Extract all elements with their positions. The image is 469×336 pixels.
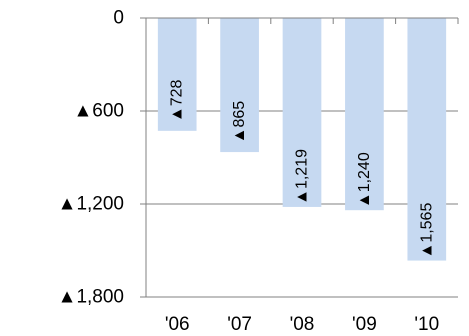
- bar: [345, 18, 384, 211]
- x-tick-label: '10: [414, 314, 439, 335]
- x-tick-label: '08: [290, 314, 315, 335]
- y-tick-label: ▲600: [73, 101, 124, 122]
- data-label: ▲1,240: [356, 152, 373, 208]
- bar: [407, 18, 447, 261]
- x-tick-label: '06: [165, 314, 190, 335]
- y-tick-label: ▲1,200: [58, 194, 124, 215]
- data-label: ▲1,219: [294, 149, 311, 205]
- y-tick-labels: 0 ▲600 ▲1,200 ▲1,800: [58, 8, 124, 308]
- bar: [282, 18, 322, 207]
- x-tick-labels: '06 '07 '08 '09 '10: [165, 314, 439, 335]
- x-tick-label: '07: [227, 314, 252, 335]
- bar: [157, 18, 197, 131]
- y-tick-label: ▲1,800: [58, 287, 124, 308]
- bar: [220, 18, 259, 153]
- data-labels: ▲728 ▲865 ▲1,219 ▲1,240 ▲1,565: [169, 79, 436, 258]
- bars: [157, 18, 447, 261]
- data-label: ▲865: [231, 101, 248, 144]
- axes: [140, 17, 459, 298]
- data-label: ▲728: [169, 79, 186, 122]
- x-tick-label: '09: [352, 314, 377, 335]
- y-tick-label: 0: [113, 8, 124, 29]
- data-label: ▲1,565: [418, 203, 435, 259]
